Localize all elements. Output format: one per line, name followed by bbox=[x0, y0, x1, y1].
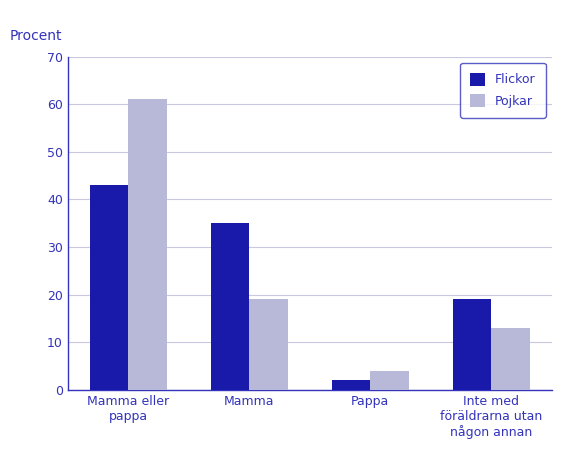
Bar bbox=[332, 380, 370, 390]
Text: Procent: Procent bbox=[10, 29, 62, 43]
Bar bbox=[211, 223, 249, 390]
Bar bbox=[249, 300, 288, 390]
Bar bbox=[491, 328, 530, 390]
Bar bbox=[370, 371, 409, 390]
Bar bbox=[90, 185, 129, 390]
Legend: Flickor, Pojkar: Flickor, Pojkar bbox=[460, 63, 546, 118]
Bar bbox=[129, 99, 167, 390]
Bar bbox=[452, 300, 491, 390]
